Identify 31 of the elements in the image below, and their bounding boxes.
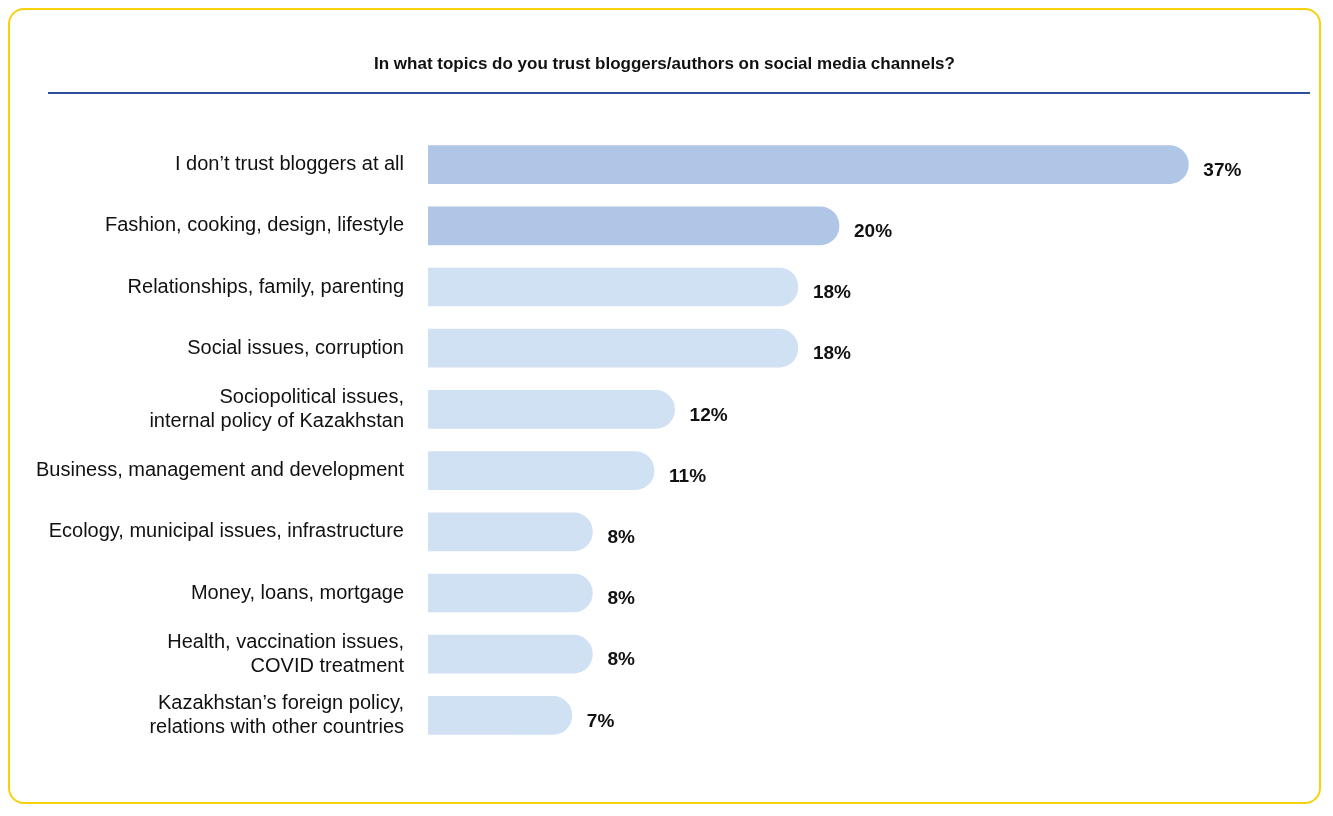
y-tick-label: I don’t trust bloggers at all	[174, 152, 405, 175]
data-label: 8%	[607, 587, 635, 609]
y-tick-label: Business, management and development	[35, 458, 405, 481]
bar	[428, 145, 1189, 184]
data-label: 8%	[607, 648, 635, 670]
bar	[428, 267, 799, 307]
y-tick-label: Kazakhstan’s foreign policy, relations with other countries	[149, 690, 405, 737]
y-tick-label: Relationships, family, parenting	[127, 274, 405, 297]
y-tick-label: Health, vaccination issues, COVID treatment	[167, 629, 405, 676]
bar	[428, 696, 573, 735]
data-label: 11%	[669, 464, 707, 486]
bar	[428, 206, 840, 246]
data-label: 7%	[586, 709, 615, 731]
y-tick-label: Fashion, cooking, design, lifestyle	[104, 213, 405, 236]
y-tick-label: Money, loans, mortgage	[190, 580, 405, 603]
data-label: 37%	[1203, 158, 1242, 180]
bar	[428, 451, 655, 490]
data-label: 18%	[812, 281, 852, 303]
data-label: 20%	[854, 220, 893, 242]
bar	[428, 634, 593, 674]
bar	[428, 573, 593, 613]
data-label: 18%	[812, 342, 852, 364]
data-label: 12%	[689, 403, 728, 425]
y-tick-label: Social issues, corruption	[187, 335, 405, 358]
bar	[428, 390, 675, 429]
chart-title: In what topics do you trust bloggers/authors on social media channels?	[373, 53, 956, 74]
y-tick-label: Sociopolitical issues, internal policy of Kazakhstan	[149, 384, 405, 431]
bar	[428, 328, 799, 368]
data-label: 8%	[607, 526, 635, 548]
bar	[428, 512, 593, 552]
y-tick-label: Ecology, municipal issues, infrastructure	[48, 519, 405, 542]
